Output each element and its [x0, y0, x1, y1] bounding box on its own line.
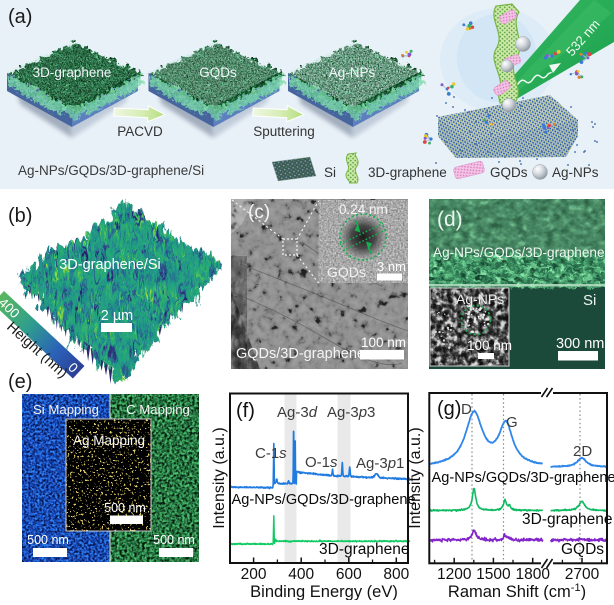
svg-text:Intensity (a.u.): Intensity (a.u.)	[407, 427, 424, 528]
svg-text:PACVD: PACVD	[117, 124, 163, 139]
svg-text:Ag-3p3: Ag-3p3	[327, 404, 375, 421]
svg-text:800: 800	[383, 566, 409, 583]
svg-text:2 µm: 2 µm	[101, 308, 134, 324]
svg-text:Ag-NPs: Ag-NPs	[329, 65, 376, 80]
svg-text:(a): (a)	[8, 6, 32, 28]
svg-text:GQDs: GQDs	[490, 165, 528, 180]
svg-text:1800: 1800	[515, 566, 550, 583]
svg-text:500 nm: 500 nm	[27, 533, 69, 547]
svg-text:Ag-NPs: Ag-NPs	[552, 165, 599, 180]
svg-text:2700: 2700	[565, 566, 600, 583]
svg-text:C-1s: C-1s	[255, 445, 287, 462]
svg-text:500 nm: 500 nm	[104, 501, 146, 515]
svg-text:(d): (d)	[437, 208, 463, 231]
svg-text:Ag-3d: Ag-3d	[277, 404, 318, 421]
svg-text:Ag-NPs/GQDs/3D-graphene/Si: Ag-NPs/GQDs/3D-graphene/Si	[18, 163, 204, 178]
svg-text:(e): (e)	[8, 371, 32, 393]
svg-text:3D-graphene: 3D-graphene	[368, 165, 447, 180]
svg-text:Ag-NPs/GQDs/3D-graphene: Ag-NPs/GQDs/3D-graphene	[232, 492, 416, 508]
svg-text:(c): (c)	[248, 202, 270, 223]
svg-text:GQDs: GQDs	[327, 264, 366, 280]
svg-text:3D-graphene: 3D-graphene	[522, 511, 612, 528]
svg-text:Si: Si	[324, 165, 336, 180]
svg-text:O-1s: O-1s	[305, 454, 338, 471]
svg-text:1500: 1500	[476, 566, 511, 583]
svg-text:(b): (b)	[8, 205, 32, 227]
svg-text:3 nm: 3 nm	[377, 259, 406, 274]
svg-text:Si Mapping: Si Mapping	[33, 402, 99, 417]
svg-text:GQDs: GQDs	[199, 65, 237, 80]
svg-text:0.24 nm: 0.24 nm	[339, 202, 388, 217]
svg-text:1200: 1200	[437, 566, 472, 583]
svg-text:(f): (f)	[236, 400, 255, 422]
svg-text:200: 200	[241, 566, 267, 583]
svg-text:C Mapping: C Mapping	[126, 402, 190, 417]
svg-text:Binding Energy (eV): Binding Energy (eV)	[250, 583, 398, 600]
svg-text:3D-graphene: 3D-graphene	[33, 65, 112, 80]
svg-text:Intensity (a.u.): Intensity (a.u.)	[211, 427, 228, 528]
svg-text:D: D	[461, 401, 472, 418]
svg-text:2D: 2D	[573, 443, 592, 460]
svg-text:300 nm: 300 nm	[556, 336, 604, 352]
svg-text:Sputtering: Sputtering	[253, 124, 315, 139]
svg-text:Si: Si	[583, 292, 596, 309]
svg-text:3D-graphene: 3D-graphene	[319, 541, 409, 558]
svg-text:G: G	[506, 414, 518, 431]
svg-text:100 nm: 100 nm	[361, 335, 406, 350]
svg-text:600: 600	[336, 566, 362, 583]
svg-text:3D-graphene/Si: 3D-graphene/Si	[59, 257, 161, 273]
svg-text:Ag-NPs: Ag-NPs	[456, 291, 504, 307]
svg-text:400: 400	[288, 566, 314, 583]
svg-text:500 nm: 500 nm	[153, 533, 195, 547]
svg-text:(g): (g)	[437, 398, 461, 420]
svg-text:Ag-3p1: Ag-3p1	[356, 455, 404, 472]
svg-text:Raman Shift (cm-1): Raman Shift (cm-1)	[448, 582, 586, 600]
svg-text:Ag-NPs/GQDs/3D-graphene: Ag-NPs/GQDs/3D-graphene	[433, 245, 605, 260]
svg-text:GQDs: GQDs	[561, 541, 604, 558]
svg-text:Ag Mapping: Ag Mapping	[73, 433, 145, 448]
svg-text:Ag-NPs/GQDs/3D-graphene: Ag-NPs/GQDs/3D-graphene	[432, 470, 614, 486]
svg-text:100 nm: 100 nm	[467, 338, 512, 353]
svg-text:GQDs/3D-graphene: GQDs/3D-graphene	[236, 346, 365, 362]
